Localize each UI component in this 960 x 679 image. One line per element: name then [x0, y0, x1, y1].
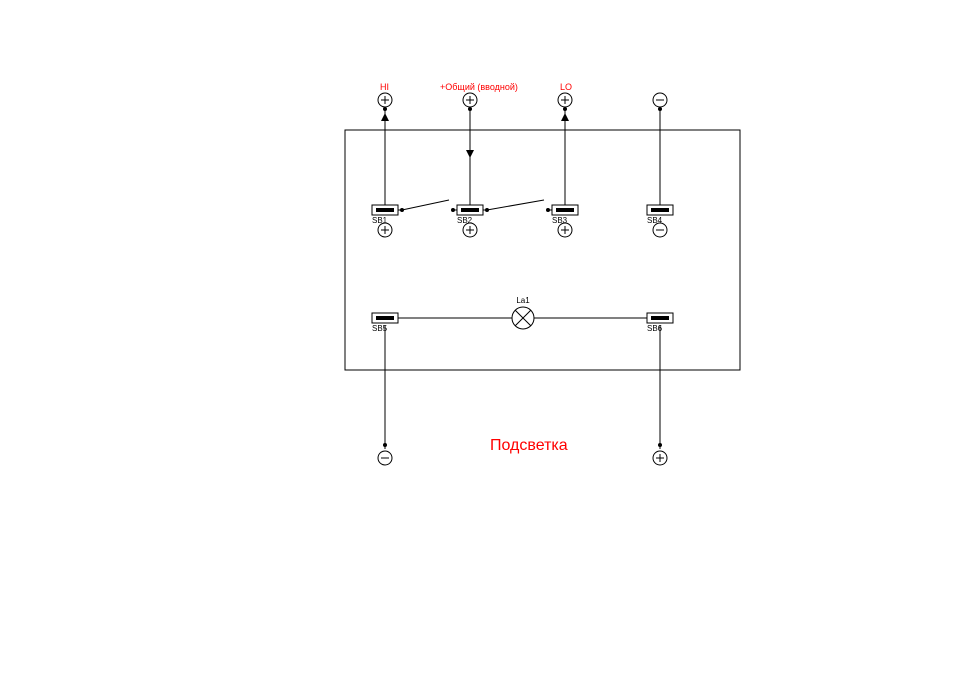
node-t_r	[658, 107, 662, 111]
sb-inner	[651, 316, 669, 320]
node-t_lo	[563, 107, 567, 111]
caption: Подсветка	[490, 437, 568, 454]
sb-inner	[556, 208, 574, 212]
sb-label-sb1: SB1	[372, 216, 388, 225]
sb-sb2	[457, 205, 483, 215]
arrow-down-icon	[466, 150, 474, 158]
switch-blade-1	[487, 200, 544, 210]
sb-inner	[376, 316, 394, 320]
node-b_r	[658, 443, 662, 447]
lamp-label: La1	[516, 296, 530, 305]
arrow-up-icon	[381, 113, 389, 121]
arrow-up-icon	[561, 113, 569, 121]
sb-label-sb4: SB4	[647, 216, 663, 225]
top-label-t_lo: LO	[560, 82, 572, 92]
enclosure-box	[345, 130, 740, 370]
sb-sb4	[647, 205, 673, 215]
sb-sb1	[372, 205, 398, 215]
sb-inner	[376, 208, 394, 212]
sb-sb6	[647, 313, 673, 323]
switch-blade-0	[402, 200, 449, 210]
node-t_hi	[383, 107, 387, 111]
sb-sb5	[372, 313, 398, 323]
switch-contact-1	[546, 208, 550, 212]
node-b_l	[383, 443, 387, 447]
sb-label-sb2: SB2	[457, 216, 473, 225]
top-label-t_hi: HI	[380, 82, 389, 92]
node-t_com	[468, 107, 472, 111]
top-label-t_com: +Общий (вводной)	[440, 82, 518, 92]
sb-inner	[461, 208, 479, 212]
switch-contact-0	[451, 208, 455, 212]
sb-inner	[651, 208, 669, 212]
sb-sb3	[552, 205, 578, 215]
sb-label-sb3: SB3	[552, 216, 568, 225]
